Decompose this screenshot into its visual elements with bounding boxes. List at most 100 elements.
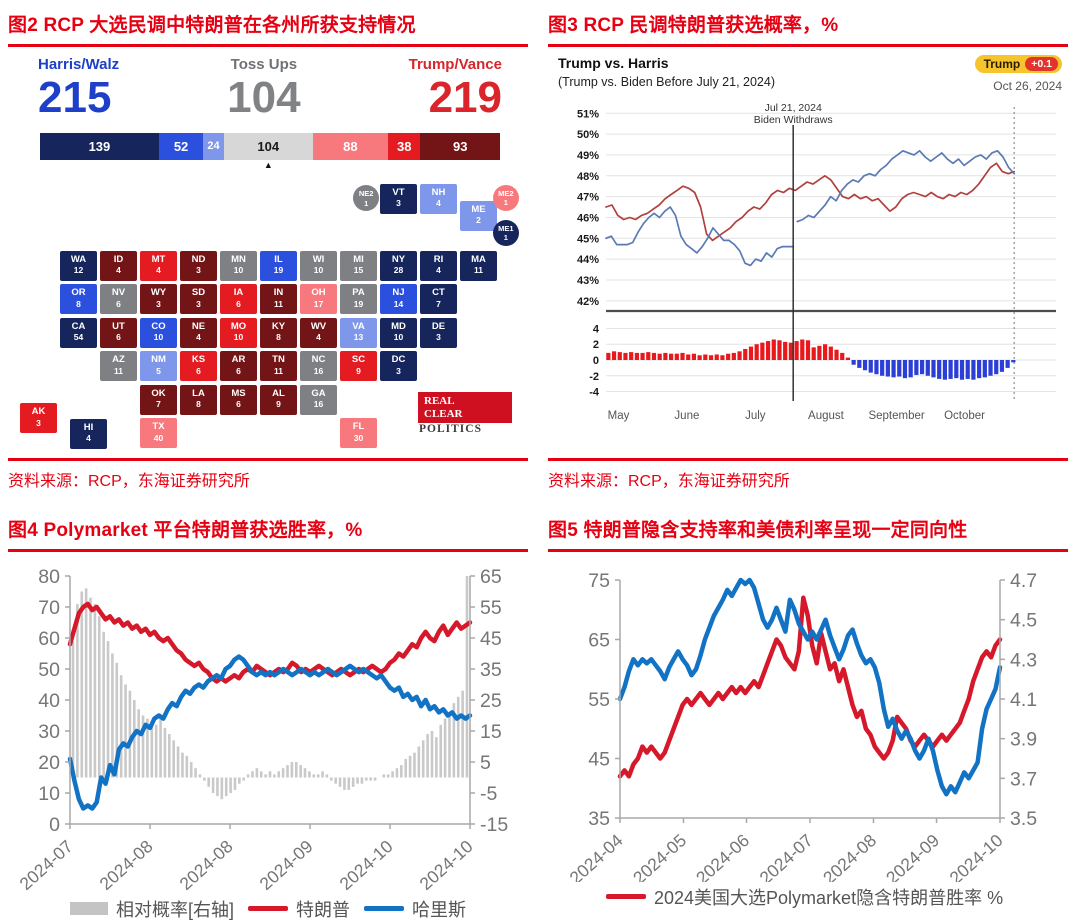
svg-text:July: July bbox=[745, 410, 766, 422]
state-tile-mi: MI 15 bbox=[340, 250, 377, 281]
svg-text:55: 55 bbox=[480, 597, 502, 619]
svg-text:0: 0 bbox=[49, 814, 60, 836]
svg-text:51%: 51% bbox=[577, 108, 599, 120]
svg-text:65: 65 bbox=[480, 566, 502, 588]
state-tile-ak: AK 3 bbox=[20, 403, 57, 434]
svg-text:42%: 42% bbox=[577, 296, 599, 308]
state-tile-ms: MS 6 bbox=[220, 384, 257, 415]
figure4-title: 图4 Polymarket 平台特朗普获选胜率，% bbox=[8, 513, 528, 552]
ec-bar-segment: 88 bbox=[312, 132, 388, 160]
ec-bar-segment: 24 bbox=[203, 132, 224, 160]
svg-text:2024-10: 2024-10 bbox=[416, 836, 477, 892]
svg-text:10: 10 bbox=[38, 783, 60, 805]
state-tile-la: LA 8 bbox=[180, 384, 217, 415]
svg-text:2024-08: 2024-08 bbox=[96, 836, 157, 892]
state-tile-mt: MT 4 bbox=[140, 250, 177, 281]
svg-text:30: 30 bbox=[38, 721, 60, 743]
district-circle-me2: ME2 1 bbox=[492, 184, 519, 211]
state-tile-nv: NV 6 bbox=[100, 284, 137, 315]
state-tile-fl: FL 30 bbox=[340, 418, 377, 449]
state-tile-ky: KY 8 bbox=[260, 317, 297, 348]
svg-text:48%: 48% bbox=[577, 171, 599, 183]
state-tile-de: DE 3 bbox=[420, 317, 457, 348]
rcp-chart-titles: Trump vs. Harris (Trump vs. Biden Before… bbox=[558, 55, 775, 93]
state-tile-ut: UT 6 bbox=[100, 317, 137, 348]
svg-text:October: October bbox=[944, 410, 985, 422]
rcp-chart-title: Trump vs. Harris bbox=[558, 55, 669, 71]
state-tile-ia: IA 6 bbox=[220, 284, 257, 315]
electoral-bar: 139 52 24 104 88 38 93 bbox=[40, 132, 500, 160]
svg-text:25: 25 bbox=[480, 690, 502, 712]
state-tile-ri: RI 4 bbox=[420, 250, 457, 281]
svg-text:15: 15 bbox=[480, 721, 502, 743]
figure3-source: 资料来源：RCP，东海证券研究所 bbox=[548, 472, 790, 490]
figure5-title: 图5 特朗普隐含支持率和美债利率呈现一定同向性 bbox=[548, 513, 1068, 552]
svg-text:80: 80 bbox=[38, 566, 60, 588]
svg-text:2024-08: 2024-08 bbox=[176, 836, 237, 892]
state-tile-mo: MO 10 bbox=[220, 317, 257, 348]
state-tile-tx: TX 40 bbox=[140, 418, 177, 449]
svg-text:2024-09: 2024-09 bbox=[256, 836, 317, 892]
state-tile-wv: WV 4 bbox=[300, 317, 337, 348]
figure4-legend: 相对概率[右轴] 特朗普 哈里斯 bbox=[8, 892, 528, 922]
svg-text:3.9: 3.9 bbox=[1010, 729, 1037, 751]
state-tile-in: IN 11 bbox=[260, 284, 297, 315]
svg-text:45: 45 bbox=[588, 748, 610, 770]
state-tile-mn: MN 10 bbox=[220, 250, 257, 281]
trump-total: Trump/Vance 219 bbox=[408, 56, 502, 122]
state-tile-md: MD 10 bbox=[380, 317, 417, 348]
polymarket-odds-chart: 807060504030201006555453525155-5-152024-… bbox=[16, 566, 509, 892]
svg-text:Jul 21, 2024: Jul 21, 2024 bbox=[765, 102, 822, 114]
svg-text:3.7: 3.7 bbox=[1010, 768, 1037, 790]
svg-text:2024-07: 2024-07 bbox=[16, 836, 77, 892]
electoral-summary: Harris/Walz 215 Toss Ups 104 Trump/Vance… bbox=[8, 47, 528, 121]
svg-text:49%: 49% bbox=[577, 150, 599, 162]
svg-text:20: 20 bbox=[38, 752, 60, 774]
svg-text:May: May bbox=[608, 410, 630, 422]
legend-trump: 特朗普 bbox=[248, 896, 350, 922]
figure4-panel: 图4 Polymarket 平台特朗普获选胜率，% 80 70 60 50 40 30 20… bbox=[0, 513, 540, 922]
rcp-chart-subtitle: (Trump vs. Biden Before July 21, 2024) bbox=[558, 75, 775, 89]
figure3-title: 图3 RCP 民调特朗普获选概率，% bbox=[548, 8, 1068, 47]
svg-text:2024-09: 2024-09 bbox=[882, 830, 943, 882]
svg-text:60: 60 bbox=[38, 628, 60, 650]
svg-text:4.5: 4.5 bbox=[1010, 610, 1037, 632]
rcp-probability-chart: 51% 50% 49% 48% 47% 46% 45% 44% 43% 42% 4 2 0 -2 -4 Jul… bbox=[577, 102, 1056, 422]
svg-text:0: 0 bbox=[593, 355, 599, 367]
state-tile-nh: NH 4 bbox=[420, 183, 457, 214]
svg-text:45%: 45% bbox=[577, 233, 599, 245]
svg-text:4.7: 4.7 bbox=[1010, 570, 1037, 592]
gray-bar-swatch bbox=[69, 902, 108, 916]
figure3-panel: 图3 RCP 民调特朗普获选概率，% Trump vs. Harris (Tru… bbox=[540, 8, 1080, 493]
state-tile-ct: CT 7 bbox=[420, 284, 457, 315]
svg-text:45: 45 bbox=[480, 628, 502, 650]
figure5-panel: 图5 特朗普隐含支持率和美债利率呈现一定同向性 75 65 55 45 35 4.7 4.5… bbox=[540, 513, 1080, 922]
state-tile-vt: VT 3 bbox=[380, 183, 417, 214]
ec-bar-segment: 93 bbox=[420, 132, 500, 160]
svg-text:50: 50 bbox=[38, 659, 60, 681]
realclearpolitics-logo: REAL CLEAR POLITICS bbox=[418, 391, 512, 435]
svg-text:4.3: 4.3 bbox=[1010, 649, 1037, 671]
legend-harris: 哈里斯 bbox=[364, 896, 466, 922]
svg-text:4: 4 bbox=[593, 323, 600, 335]
svg-text:70: 70 bbox=[38, 597, 60, 619]
state-tile-az: AZ 11 bbox=[100, 351, 137, 382]
state-tile-ga: GA 16 bbox=[300, 384, 337, 415]
figure5-legend: 2024美国大选Polymarket隐含特朗普胜率 % 美国:10Y国债收益率[… bbox=[548, 882, 1068, 922]
ec-bar-segment: 139 bbox=[40, 132, 159, 160]
svg-text:2024-10: 2024-10 bbox=[336, 836, 397, 892]
figure2-source-rule bbox=[8, 457, 528, 461]
svg-text:2024-07: 2024-07 bbox=[756, 830, 817, 882]
state-tile-nm: NM 5 bbox=[140, 351, 177, 382]
state-tile-ny: NY 28 bbox=[380, 250, 417, 281]
state-tile-il: IL 19 bbox=[260, 250, 297, 281]
legend-relative-probability: 相对概率[右轴] bbox=[69, 896, 234, 922]
state-tile-nj: NJ 14 bbox=[380, 284, 417, 315]
harris-total: Harris/Walz 215 bbox=[38, 56, 120, 122]
svg-text:65: 65 bbox=[588, 629, 610, 651]
svg-text:2024-10: 2024-10 bbox=[946, 830, 1007, 882]
state-tile-ok: OK 7 bbox=[140, 384, 177, 415]
